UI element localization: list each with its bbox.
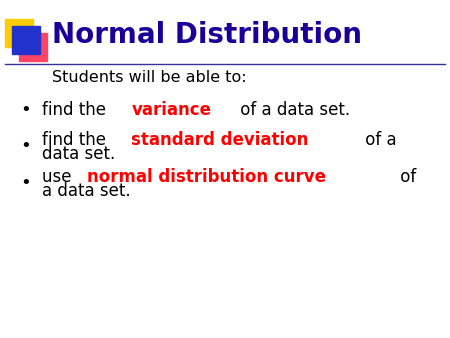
- Text: variance: variance: [131, 101, 212, 119]
- Text: •: •: [20, 137, 31, 155]
- Text: a data set.: a data set.: [42, 182, 130, 200]
- Text: normal distribution curve: normal distribution curve: [87, 168, 326, 186]
- Text: Students will be able to:: Students will be able to:: [52, 71, 247, 86]
- Text: •: •: [20, 101, 31, 119]
- Text: of a: of a: [360, 131, 397, 149]
- Bar: [19, 33, 47, 61]
- Text: Normal Distribution: Normal Distribution: [52, 21, 362, 49]
- Text: of: of: [395, 168, 417, 186]
- Text: use: use: [42, 168, 77, 186]
- Bar: [5, 19, 33, 47]
- Text: standard deviation: standard deviation: [131, 131, 309, 149]
- Text: •: •: [20, 174, 31, 192]
- Bar: [12, 26, 40, 54]
- Text: find the: find the: [42, 101, 111, 119]
- Text: of a data set.: of a data set.: [234, 101, 350, 119]
- Text: data set.: data set.: [42, 145, 115, 163]
- Text: find the: find the: [42, 131, 111, 149]
